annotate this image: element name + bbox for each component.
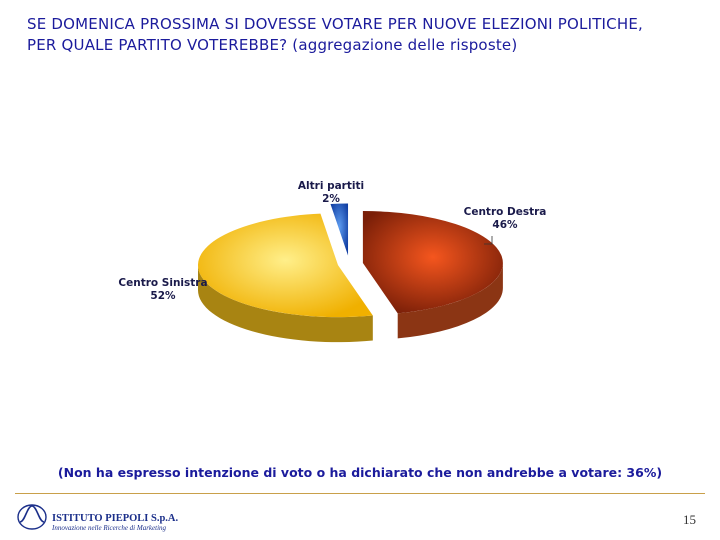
title-line-1: SE DOMENICA PROSSIMA SI DOVESSE VOTARE P… <box>27 15 643 33</box>
company-logo: ISTITUTO PIEPOLI S.p.A. Innovazione nell… <box>16 500 186 534</box>
footnote: (Non ha espresso intenzione di voto o ha… <box>57 465 663 480</box>
page-title: SE DOMENICA PROSSIMA SI DOVESSE VOTARE P… <box>27 14 707 56</box>
footer-divider <box>15 493 705 494</box>
title-line-2: PER QUALE PARTITO VOTEREBBE? (aggregazio… <box>27 36 518 54</box>
logo-icon <box>17 504 47 530</box>
pie-slice-centro-sinistra <box>197 213 373 318</box>
slice-label-centro-destra: Centro Destra <box>464 206 547 218</box>
pie-slice-altri-partiti <box>330 203 349 256</box>
slice-value-altri-partiti: 2% <box>322 193 340 205</box>
page-number: 15 <box>683 512 696 527</box>
slice-value-centro-sinistra: 52% <box>150 290 176 302</box>
slice-label-altri-partiti: Altri partiti <box>298 180 364 192</box>
pie-side-centro-destra <box>397 263 503 339</box>
pie-side-centro-sinistra <box>197 265 373 343</box>
slice-value-centro-destra: 46% <box>492 219 518 231</box>
leader-line-centro-destra <box>484 236 493 245</box>
pie-slice-centro-destra <box>362 211 503 314</box>
company-name: ISTITUTO PIEPOLI S.p.A. <box>52 513 179 524</box>
slice-label-centro-sinistra: Centro Sinistra <box>118 277 207 289</box>
company-tagline: Innovazione nelle Ricerche di Marketing <box>52 524 167 532</box>
